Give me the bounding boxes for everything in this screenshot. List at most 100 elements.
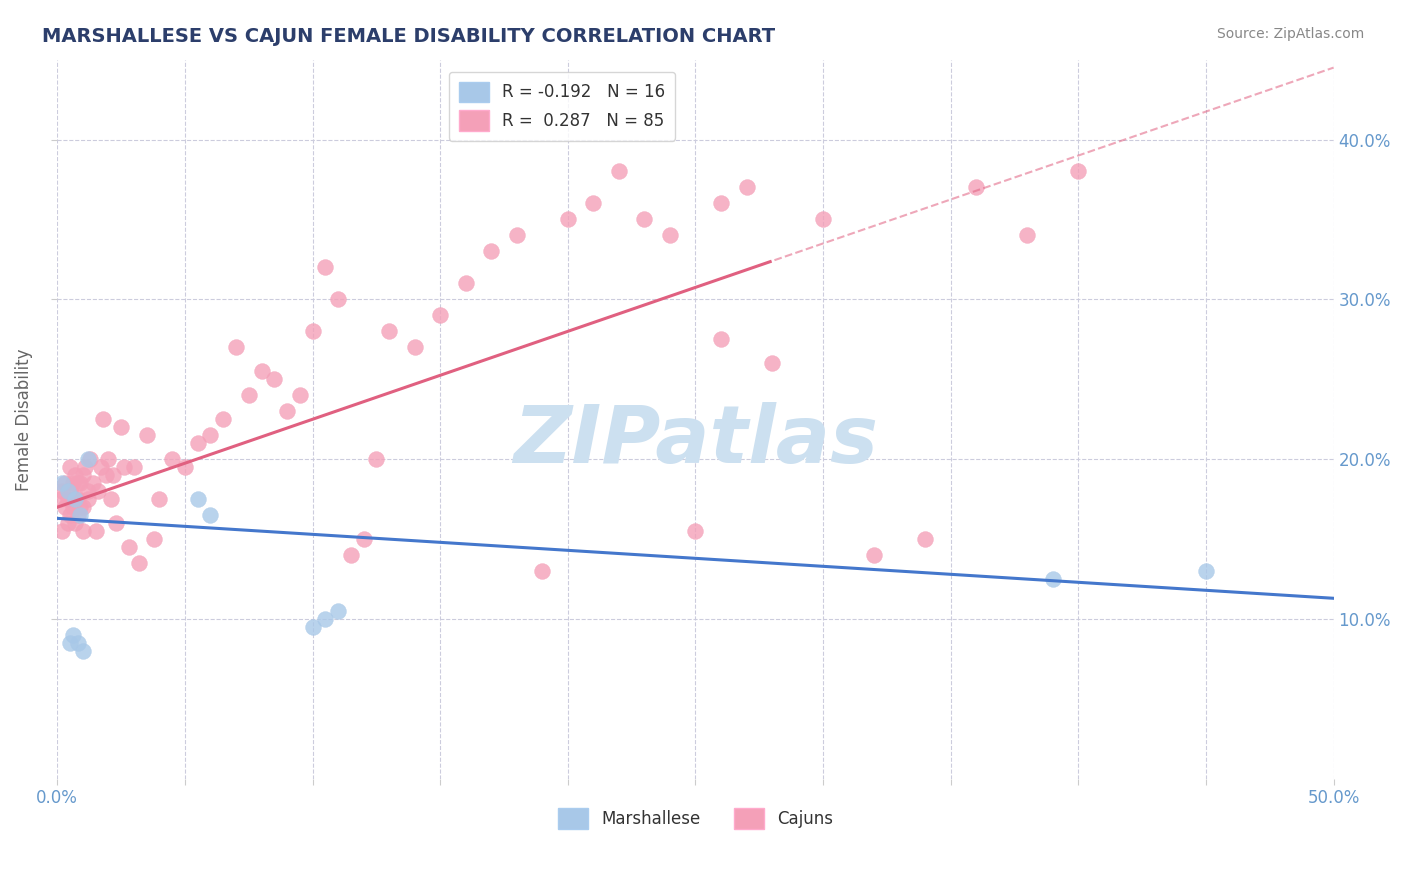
Point	[288, 388, 311, 402]
Point	[59, 460, 82, 475]
Point	[53, 476, 76, 491]
Point	[66, 636, 89, 650]
Point	[66, 476, 89, 491]
Point	[77, 484, 100, 499]
Point	[353, 532, 375, 546]
Point	[314, 612, 336, 626]
Point	[122, 460, 145, 475]
Point	[77, 492, 100, 507]
Point	[84, 524, 107, 538]
Point	[685, 524, 707, 538]
Point	[72, 644, 94, 658]
Point	[97, 452, 120, 467]
Point	[91, 412, 114, 426]
Point	[187, 492, 209, 507]
Point	[103, 468, 125, 483]
Point	[326, 604, 349, 618]
Point	[110, 420, 132, 434]
Point	[187, 436, 209, 450]
Point	[1067, 164, 1090, 178]
Point	[366, 452, 388, 467]
Point	[607, 164, 630, 178]
Point	[56, 516, 79, 531]
Y-axis label: Female Disability: Female Disability	[15, 348, 32, 491]
Point	[69, 500, 91, 515]
Point	[148, 492, 170, 507]
Point	[135, 428, 157, 442]
Text: Source: ZipAtlas.com: Source: ZipAtlas.com	[1216, 27, 1364, 41]
Point	[63, 468, 86, 483]
Point	[51, 476, 73, 491]
Point	[62, 628, 84, 642]
Point	[77, 452, 100, 467]
Point	[82, 476, 104, 491]
Point	[761, 356, 783, 370]
Point	[128, 556, 150, 570]
Point	[454, 277, 477, 291]
Point	[263, 372, 285, 386]
Point	[112, 460, 135, 475]
Point	[72, 468, 94, 483]
Point	[49, 492, 72, 507]
Point	[94, 468, 117, 483]
Point	[735, 180, 758, 194]
Point	[87, 484, 110, 499]
Point	[658, 228, 681, 243]
Point	[1042, 572, 1064, 586]
Point	[75, 460, 97, 475]
Point	[710, 332, 733, 346]
Point	[59, 484, 82, 499]
Point	[378, 324, 401, 338]
Point	[174, 460, 197, 475]
Point	[59, 636, 82, 650]
Point	[1195, 564, 1218, 578]
Point	[863, 548, 886, 562]
Point	[59, 508, 82, 523]
Point	[506, 228, 529, 243]
Point	[105, 516, 128, 531]
Point	[404, 340, 426, 354]
Point	[200, 428, 222, 442]
Point	[118, 540, 141, 554]
Point	[582, 196, 605, 211]
Point	[301, 620, 323, 634]
Text: ZIPatlas: ZIPatlas	[513, 401, 877, 480]
Point	[63, 516, 86, 531]
Point	[66, 492, 89, 507]
Point	[62, 476, 84, 491]
Point	[276, 404, 298, 418]
Point	[53, 500, 76, 515]
Point	[238, 388, 260, 402]
Point	[1017, 228, 1039, 243]
Point	[90, 460, 112, 475]
Point	[63, 492, 86, 507]
Point	[314, 260, 336, 275]
Legend: Marshallese, Cajuns: Marshallese, Cajuns	[551, 802, 839, 835]
Point	[56, 492, 79, 507]
Point	[212, 412, 235, 426]
Point	[479, 244, 502, 259]
Point	[633, 212, 655, 227]
Point	[326, 293, 349, 307]
Point	[51, 484, 73, 499]
Point	[965, 180, 987, 194]
Point	[301, 324, 323, 338]
Point	[63, 492, 86, 507]
Point	[200, 508, 222, 523]
Point	[66, 508, 89, 523]
Point	[69, 476, 91, 491]
Point	[100, 492, 122, 507]
Point	[811, 212, 834, 227]
Point	[62, 500, 84, 515]
Point	[69, 508, 91, 523]
Point	[225, 340, 247, 354]
Point	[710, 196, 733, 211]
Text: MARSHALLESE VS CAJUN FEMALE DISABILITY CORRELATION CHART: MARSHALLESE VS CAJUN FEMALE DISABILITY C…	[42, 27, 775, 45]
Point	[531, 564, 554, 578]
Point	[250, 364, 273, 378]
Point	[143, 532, 166, 546]
Point	[79, 452, 101, 467]
Point	[56, 484, 79, 499]
Point	[160, 452, 183, 467]
Point	[557, 212, 579, 227]
